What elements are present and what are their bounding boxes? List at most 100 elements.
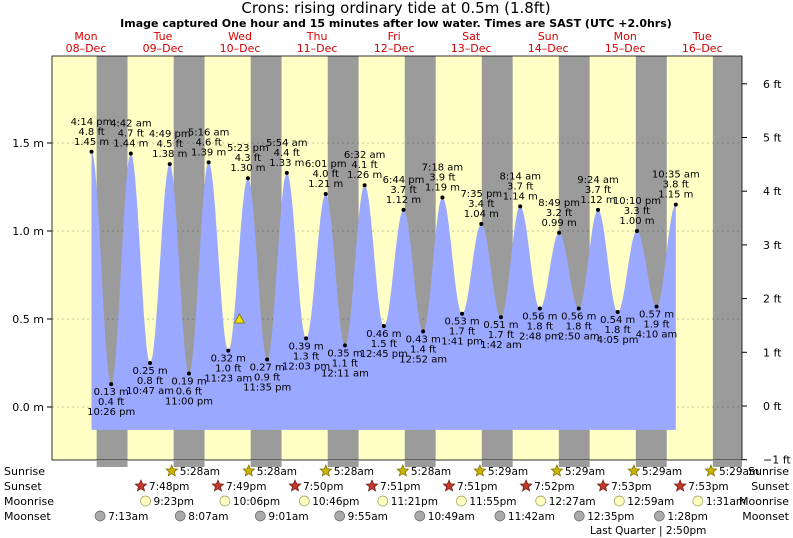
high-tide-ft: 4.4 ft xyxy=(274,148,300,159)
high-tide-point xyxy=(323,192,328,197)
day-date-label: 10–Dec xyxy=(220,42,261,55)
high-tide-time: 6:32 am xyxy=(344,150,386,161)
moonset-icon xyxy=(174,510,186,522)
low-tide-ft: 1.7 ft xyxy=(488,330,514,341)
high-tide-m: 1.12 m xyxy=(386,195,421,206)
astro-row-label-right: Sunset xyxy=(751,480,789,493)
right-axis-label: 6 ft xyxy=(763,78,782,91)
high-tide-time: 5:54 am xyxy=(266,138,308,149)
low-tide-m: 0.13 m xyxy=(94,387,129,398)
moonset-icon xyxy=(494,510,506,522)
low-tide-time: 4:10 am xyxy=(636,330,678,341)
sunset-time: 7:51pm xyxy=(457,481,497,493)
high-tide-ft: 4.6 ft xyxy=(195,137,221,148)
sunset-time: 7:51pm xyxy=(380,481,420,493)
sunrise-time: 5:28am xyxy=(180,466,220,478)
sunrise-icon xyxy=(704,464,718,477)
day-date-label: 09–Dec xyxy=(143,42,184,55)
low-tide-ft: 1.1 ft xyxy=(332,358,358,369)
high-tide-ft: 4.1 ft xyxy=(351,160,377,171)
sunrise-time: 5:29am xyxy=(719,466,759,478)
day-name-label: Mon xyxy=(74,30,97,43)
high-tide-point xyxy=(518,204,523,209)
sunrise-time: 5:29am xyxy=(488,466,528,478)
night-band-tail xyxy=(173,460,205,467)
low-tide-time: 11:23 am xyxy=(204,374,252,385)
night-band-tail xyxy=(250,460,282,467)
high-tide-point xyxy=(596,207,601,212)
high-tide-time: 10:35 am xyxy=(652,170,700,181)
day-date-label: 16–Dec xyxy=(682,42,723,55)
sunset-icon xyxy=(211,479,225,492)
moonset-time: 10:49am xyxy=(428,511,475,523)
plot-inner xyxy=(52,56,742,460)
day-date-label: 08–Dec xyxy=(66,42,107,55)
low-tide-ft: 1.9 ft xyxy=(643,320,669,331)
low-tide-point xyxy=(654,304,659,309)
night-band xyxy=(712,56,742,460)
high-tide-m: 1.38 m xyxy=(152,149,187,160)
low-tide-time: 11:00 pm xyxy=(165,397,213,408)
high-tide-ft: 4.7 ft xyxy=(118,129,144,140)
day-name-label: Wed xyxy=(228,30,252,43)
low-tide-point xyxy=(109,382,114,387)
high-tide-time: 10:10 pm xyxy=(613,196,661,207)
moonset-time: 8:07am xyxy=(188,511,228,523)
high-tide-ft: 3.7 ft xyxy=(585,185,611,196)
sunset-icon xyxy=(365,479,379,492)
moonset-time: 12:35pm xyxy=(587,511,634,523)
moonrise-icon xyxy=(298,495,310,507)
low-tide-point xyxy=(460,311,465,316)
high-tide-point xyxy=(167,162,172,167)
moonrise-time: 11:55pm xyxy=(469,496,516,508)
moonrise-icon xyxy=(140,495,151,507)
plot-frame xyxy=(51,55,743,461)
current-tide-marker xyxy=(233,313,246,324)
low-tide-ft: 1.0 ft xyxy=(215,364,241,375)
high-tide-m: 1.04 m xyxy=(464,209,499,220)
low-tide-m: 0.27 m xyxy=(250,362,285,373)
low-tide-m: 0.32 m xyxy=(211,354,246,365)
low-tide-ft: 1.8 ft xyxy=(527,321,553,332)
sunset-icon xyxy=(288,479,302,492)
low-tide-point xyxy=(381,324,386,329)
night-band-tail xyxy=(635,460,667,467)
high-tide-m: 1.15 m xyxy=(658,190,693,201)
low-tide-ft: 1.3 ft xyxy=(293,351,319,362)
high-tide-m: 1.26 m xyxy=(347,170,382,181)
moonset-time: 9:55am xyxy=(348,511,388,523)
low-tide-time: 2:50 am xyxy=(558,331,600,342)
astro-row-label-left: Sunset xyxy=(4,480,42,493)
left-axis-label: 1.0 m xyxy=(12,225,44,238)
moonrise-icon xyxy=(535,495,547,507)
day-name-label: Tue xyxy=(153,30,173,43)
low-tide-time: 12:11 am xyxy=(321,368,369,379)
high-tide-ft: 3.4 ft xyxy=(468,199,494,210)
high-tide-point xyxy=(89,149,94,154)
low-tide-ft: 1.8 ft xyxy=(604,325,630,336)
sunrise-time: 5:29am xyxy=(642,466,682,478)
high-tide-ft: 4.8 ft xyxy=(78,127,104,138)
moonrise-time: 1:31am xyxy=(706,496,746,508)
night-band-tail xyxy=(404,460,436,467)
sunrise-icon xyxy=(396,464,410,477)
moonrise-icon xyxy=(692,495,704,507)
low-tide-m: 0.25 m xyxy=(132,366,167,377)
low-tide-m: 0.39 m xyxy=(288,341,323,352)
high-tide-time: 5:23 pm xyxy=(227,143,269,154)
day-date-label: 11–Dec xyxy=(297,42,338,55)
low-tide-time: 10:26 pm xyxy=(87,407,135,418)
sunrise-time: 5:29am xyxy=(565,466,605,478)
low-tide-point xyxy=(265,357,270,362)
chart-subtitle: Image captured One hour and 15 minutes a… xyxy=(120,17,672,30)
high-tide-m: 1.00 m xyxy=(619,216,654,227)
high-tide-m: 1.39 m xyxy=(191,147,226,158)
day-date-label: 14–Dec xyxy=(528,42,569,55)
high-tide-ft: 3.2 ft xyxy=(546,208,572,219)
high-tide-time: 6:44 pm xyxy=(383,175,425,186)
moonrise-icon xyxy=(456,495,467,507)
high-tide-ft: 3.7 ft xyxy=(390,185,416,196)
high-tide-point xyxy=(634,229,639,233)
moonrise-time: 9:23pm xyxy=(154,496,194,508)
